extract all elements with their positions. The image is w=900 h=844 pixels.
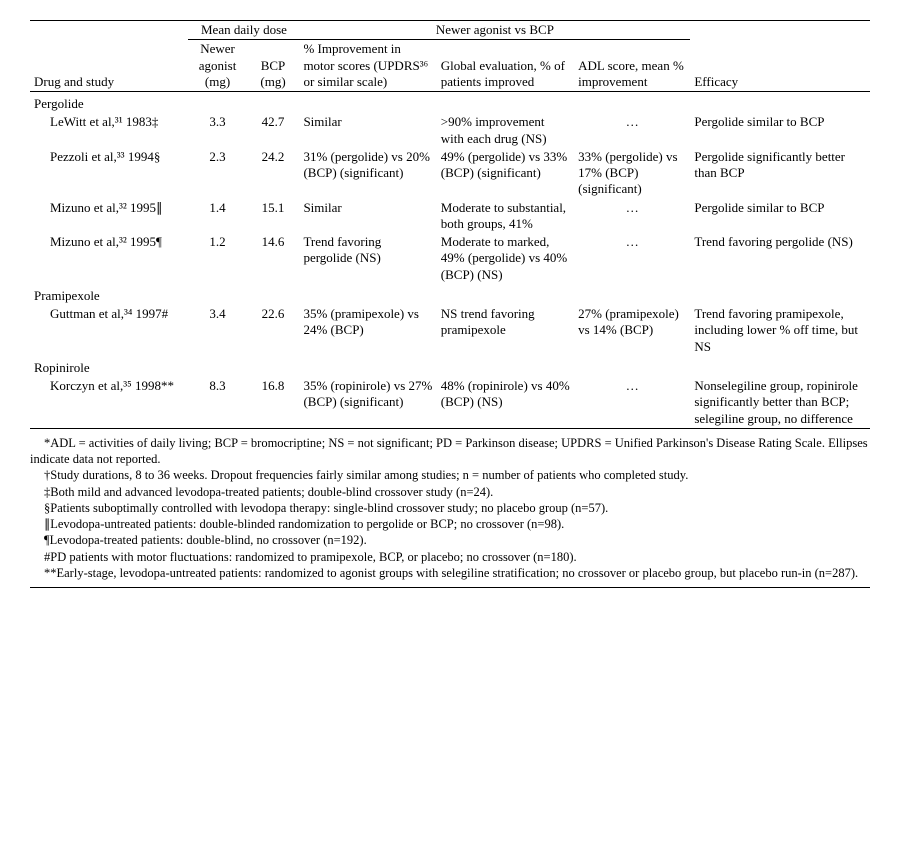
- cell-global: 49% (pergolide) vs 33% (BCP) (significan…: [437, 148, 574, 199]
- cell-motor: 31% (pergolide) vs 20% (BCP) (significan…: [299, 148, 436, 199]
- table-row: Pezzoli et al,³³ 1994§ 2.3 24.2 31% (per…: [30, 148, 870, 199]
- footnote: §Patients suboptimally controlled with l…: [30, 500, 870, 516]
- cell-bcp: 14.6: [247, 233, 300, 284]
- cell-global: Moderate to marked, 49% (pergolide) vs 4…: [437, 233, 574, 284]
- cell-adl: …: [574, 233, 690, 284]
- footnote: *ADL = activities of daily living; BCP =…: [30, 435, 870, 468]
- cell-study: LeWitt et al,³¹ 1983‡: [30, 113, 188, 148]
- cell-motor: Trend favoring pergolide (NS): [299, 233, 436, 284]
- cell-newer: 3.4: [188, 305, 246, 356]
- cell-motor: Similar: [299, 113, 436, 148]
- group-ropinirole: Ropinirole: [30, 356, 870, 377]
- col-efficacy: Efficacy: [690, 21, 870, 92]
- cell-adl: …: [574, 113, 690, 148]
- col-motor: % Improvement in motor scores (UPDRS³⁶ o…: [299, 40, 436, 92]
- cell-eff: Trend favoring pergolide (NS): [690, 233, 870, 284]
- cell-bcp: 15.1: [247, 199, 300, 234]
- cell-global: 48% (ropinirole) vs 40% (BCP) (NS): [437, 377, 574, 428]
- table-row: Mizuno et al,³² 1995∥ 1.4 15.1 Similar M…: [30, 199, 870, 234]
- footnote: #PD patients with motor fluctuations: ra…: [30, 549, 870, 565]
- cell-adl: 27% (pramipexole) vs 14% (BCP): [574, 305, 690, 356]
- cell-motor: 35% (pramipexole) vs 24% (BCP): [299, 305, 436, 356]
- table-row: LeWitt et al,³¹ 1983‡ 3.3 42.7 Similar >…: [30, 113, 870, 148]
- col-vs-group: Newer agonist vs BCP: [299, 21, 690, 40]
- footnote: †Study durations, 8 to 36 weeks. Dropout…: [30, 467, 870, 483]
- col-drug-study: Drug and study: [30, 21, 188, 92]
- cell-study: Mizuno et al,³² 1995¶: [30, 233, 188, 284]
- col-adl: ADL score, mean % improvement: [574, 40, 690, 92]
- cell-newer: 3.3: [188, 113, 246, 148]
- footnotes-block: *ADL = activities of daily living; BCP =…: [30, 435, 870, 588]
- cell-motor: Similar: [299, 199, 436, 234]
- cell-eff: Trend favoring pramipexole, including lo…: [690, 305, 870, 356]
- group-pramipexole: Pramipexole: [30, 284, 870, 305]
- cell-newer: 1.2: [188, 233, 246, 284]
- cell-motor: 35% (ropinirole) vs 27% (BCP) (significa…: [299, 377, 436, 428]
- col-bcp-mg: BCP (mg): [247, 40, 300, 92]
- cell-newer: 8.3: [188, 377, 246, 428]
- cell-adl: …: [574, 199, 690, 234]
- footnote: ¶Levodopa-treated patients: double-blind…: [30, 532, 870, 548]
- cell-eff: Pergolide similar to BCP: [690, 113, 870, 148]
- table-row: Korczyn et al,³⁵ 1998** 8.3 16.8 35% (ro…: [30, 377, 870, 428]
- table-row: Guttman et al,³⁴ 1997# 3.4 22.6 35% (pra…: [30, 305, 870, 356]
- cell-study: Pezzoli et al,³³ 1994§: [30, 148, 188, 199]
- col-global: Global evaluation, % of patients improve…: [437, 40, 574, 92]
- cell-bcp: 42.7: [247, 113, 300, 148]
- cell-global: NS trend favoring pramipexole: [437, 305, 574, 356]
- cell-study: Guttman et al,³⁴ 1997#: [30, 305, 188, 356]
- footnote: ∥Levodopa-untreated patients: double-bli…: [30, 516, 870, 532]
- cell-newer: 2.3: [188, 148, 246, 199]
- cell-eff: Pergolide similar to BCP: [690, 199, 870, 234]
- cell-eff: Nonselegiline group, ropinirole signific…: [690, 377, 870, 428]
- cell-study: Mizuno et al,³² 1995∥: [30, 199, 188, 234]
- footnote: **Early-stage, levodopa-untreated patien…: [30, 565, 870, 581]
- cell-global: >90% improvement with each drug (NS): [437, 113, 574, 148]
- cell-bcp: 22.6: [247, 305, 300, 356]
- cell-bcp: 16.8: [247, 377, 300, 428]
- footnote: ‡Both mild and advanced levodopa-treated…: [30, 484, 870, 500]
- cell-adl: …: [574, 377, 690, 428]
- cell-newer: 1.4: [188, 199, 246, 234]
- col-dose-group: Mean daily dose: [188, 21, 299, 40]
- cell-global: Moderate to substantial, both groups, 41…: [437, 199, 574, 234]
- cell-adl: 33% (pergolide) vs 17% (BCP) (significan…: [574, 148, 690, 199]
- table-row: Mizuno et al,³² 1995¶ 1.2 14.6 Trend fav…: [30, 233, 870, 284]
- cell-eff: Pergolide significantly better than BCP: [690, 148, 870, 199]
- efficacy-table: Drug and study Mean daily dose Newer ago…: [30, 20, 870, 429]
- group-pergolide: Pergolide: [30, 92, 870, 114]
- cell-study: Korczyn et al,³⁵ 1998**: [30, 377, 188, 428]
- col-newer-mg: Newer agonist (mg): [188, 40, 246, 92]
- cell-bcp: 24.2: [247, 148, 300, 199]
